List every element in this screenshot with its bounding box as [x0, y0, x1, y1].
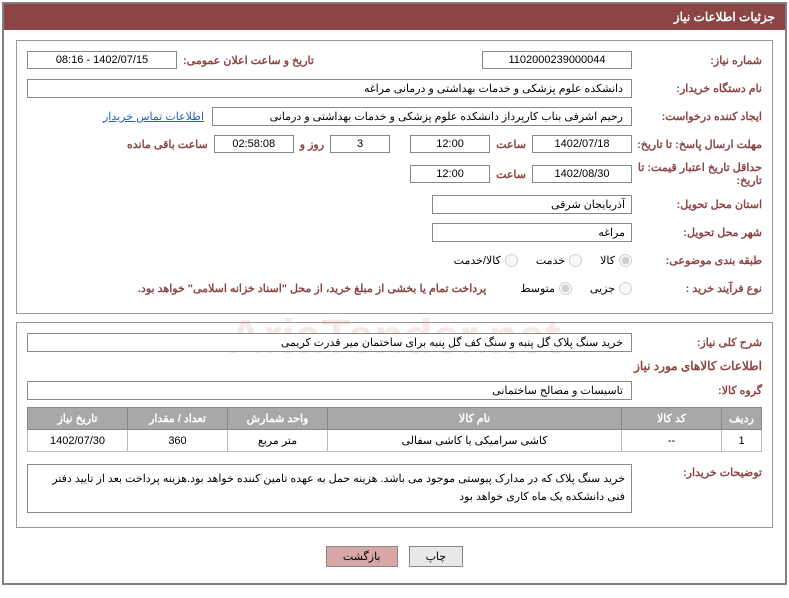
buyer-notes-label: توضیحات خریدار: — [632, 460, 762, 479]
goods-table: ردیف کد کالا نام کالا واحد شمارش تعداد /… — [27, 407, 762, 452]
proc-medium-label: متوسط — [520, 282, 555, 295]
cell-name: کاشی سرامیکی یا کاشی سفالی — [328, 430, 622, 452]
page-header: جزئیات اطلاعات نیاز — [4, 4, 785, 30]
main-details-section: شماره نیاز: 1102000239000044 تاریخ و ساع… — [16, 40, 773, 314]
back-button[interactable]: بازگشت — [326, 546, 398, 567]
delivery-province-value: آذربایجان شرقی — [432, 195, 632, 214]
cat-service-label: خدمت — [536, 254, 565, 267]
price-validity-time: 12:00 — [410, 165, 490, 183]
announce-datetime-value: 1402/07/15 - 08:16 — [27, 51, 177, 69]
proc-medium-radio — [559, 282, 572, 295]
remaining-suffix: ساعت باقی مانده — [127, 138, 208, 151]
th-unit: واحد شمارش — [228, 408, 328, 430]
th-name: نام کالا — [328, 408, 622, 430]
remaining-days: 3 — [330, 135, 390, 153]
table-row: 1 -- کاشی سرامیکی یا کاشی سفالی متر مربع… — [28, 430, 762, 452]
proc-minor-radio — [619, 282, 632, 295]
process-radio-group: جزیی متوسط — [506, 282, 632, 295]
payment-note: پرداخت تمام یا بخشی از مبلغ خرید، از محل… — [138, 282, 486, 295]
print-button[interactable]: چاپ — [409, 546, 464, 567]
category-radio-group: کالا خدمت کالا/خدمت — [440, 254, 632, 267]
process-type-label: نوع فرآیند خرید : — [632, 282, 762, 295]
summary-label: شرح کلی نیاز: — [632, 336, 762, 349]
cat-both-radio — [505, 254, 518, 267]
proc-minor-label: جزیی — [590, 282, 615, 295]
cell-code: -- — [622, 430, 722, 452]
th-qty: تعداد / مقدار — [128, 408, 228, 430]
response-deadline-label: مهلت ارسال پاسخ: تا تاریخ: — [632, 138, 762, 151]
response-deadline-time: 12:00 — [410, 135, 490, 153]
price-validity-date: 1402/08/30 — [532, 165, 632, 183]
need-number-label: شماره نیاز: — [632, 54, 762, 67]
delivery-city-value: مراغه — [432, 223, 632, 242]
summary-section: شرح کلی نیاز: خرید سنگ پلاک گل پنبه و سن… — [16, 322, 773, 528]
response-deadline-date: 1402/07/18 — [532, 135, 632, 153]
cell-qty: 360 — [128, 430, 228, 452]
time-label-2: ساعت — [496, 168, 526, 181]
cat-goods-label: کالا — [600, 254, 615, 267]
goods-info-title: اطلاعات کالاهای مورد نیاز — [27, 359, 762, 373]
delivery-city-label: شهر محل تحویل: — [632, 226, 762, 239]
need-number-value: 1102000239000044 — [482, 51, 632, 69]
th-date: تاریخ نیاز — [28, 408, 128, 430]
requester-value: رحیم اشرفی بناب کارپرداز دانشکده علوم پز… — [212, 107, 632, 126]
price-validity-label: حداقل تاریخ اعتبار قیمت: تا تاریخ: — [632, 161, 762, 187]
button-bar: چاپ بازگشت — [16, 536, 773, 573]
page-title: جزئیات اطلاعات نیاز — [674, 10, 775, 24]
th-row: ردیف — [722, 408, 762, 430]
goods-group-label: گروه کالا: — [632, 384, 762, 397]
cat-both-label: کالا/خدمت — [454, 254, 501, 267]
cell-unit: متر مربع — [228, 430, 328, 452]
buyer-notes-value: خرید سنگ پلاک که در مدارک پیوستی موجود م… — [27, 464, 632, 513]
delivery-province-label: استان محل تحویل: — [632, 198, 762, 211]
buyer-contact-link[interactable]: اطلاعات تماس خریدار — [103, 110, 204, 123]
category-label: طبقه بندی موضوعی: — [632, 254, 762, 267]
cell-row: 1 — [722, 430, 762, 452]
announce-datetime-label: تاریخ و ساعت اعلان عمومی: — [183, 54, 314, 67]
cat-service-radio — [569, 254, 582, 267]
buyer-org-label: نام دستگاه خریدار: — [632, 82, 762, 95]
time-label-1: ساعت — [496, 138, 526, 151]
goods-group-value: تاسیسات و مصالح ساختمانی — [27, 381, 632, 400]
buyer-org-value: دانشکده علوم پزشکی و خدمات بهداشتی و درم… — [27, 79, 632, 98]
requester-label: ایجاد کننده درخواست: — [632, 110, 762, 123]
cat-goods-radio — [619, 254, 632, 267]
days-and-label: روز و — [300, 138, 324, 151]
th-code: کد کالا — [622, 408, 722, 430]
remaining-time: 02:58:08 — [214, 135, 294, 153]
cell-date: 1402/07/30 — [28, 430, 128, 452]
summary-value: خرید سنگ پلاک گل پنبه و سنگ کف گل پنبه ب… — [27, 333, 632, 352]
